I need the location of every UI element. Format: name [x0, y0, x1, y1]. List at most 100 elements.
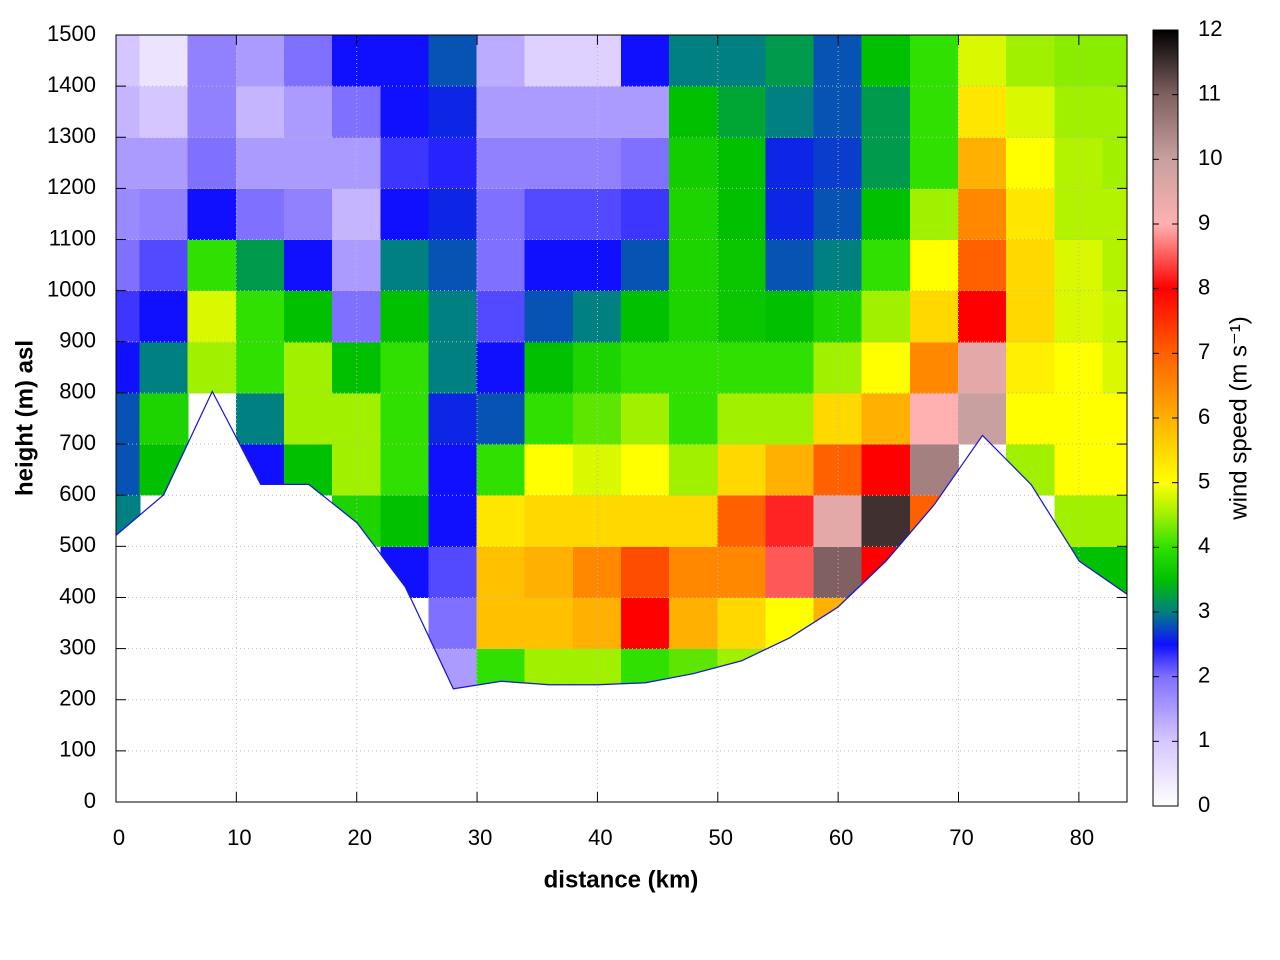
heat-cell: [524, 35, 574, 87]
heat-cell: [909, 341, 959, 394]
heat-cell: [717, 35, 767, 87]
heat-cell: [139, 392, 189, 445]
heat-cell: [187, 187, 237, 241]
heat-cell: [861, 136, 911, 189]
heat-cell: [621, 35, 671, 87]
heat-cell: [524, 290, 574, 343]
heat-cell: [669, 341, 719, 394]
heat-cell: [1102, 85, 1127, 138]
x-tick-label: 0: [113, 825, 125, 850]
heat-cell: [235, 85, 285, 138]
heat-cell: [1102, 392, 1127, 445]
heat-cell: [1006, 187, 1056, 241]
heat-cell: [380, 35, 430, 87]
heat-cell: [476, 85, 526, 138]
heat-cell: [235, 187, 285, 241]
heat-cell: [380, 85, 430, 138]
heat-cell: [284, 136, 334, 189]
heat-cell: [717, 443, 767, 496]
heat-cell: [861, 239, 911, 292]
y-tick-label: 1500: [47, 21, 96, 46]
heat-cell: [284, 239, 334, 292]
heat-cell: [235, 392, 285, 445]
heat-cell: [813, 290, 863, 343]
heat-cell: [476, 545, 526, 598]
heat-cell: [1006, 341, 1056, 394]
heat-cell: [765, 341, 815, 394]
heat-cell: [717, 341, 767, 394]
heat-cell: [116, 136, 141, 189]
heat-cell: [1054, 392, 1104, 445]
heat-cell: [139, 290, 189, 343]
y-tick-label: 1300: [47, 123, 96, 148]
colorbar-tick-label: 4: [1198, 533, 1210, 558]
heat-cell: [717, 239, 767, 292]
heat-cell: [187, 136, 237, 189]
heat-cell: [380, 239, 430, 292]
heat-cell: [621, 85, 671, 138]
heat-cell: [958, 239, 1008, 292]
heat-cell: [524, 494, 574, 547]
heat-cell: [524, 596, 574, 650]
heat-cell: [765, 392, 815, 445]
heat-cell: [813, 136, 863, 189]
heat-cell: [621, 648, 671, 690]
heat-cell: [332, 136, 382, 189]
heat-cell: [621, 545, 671, 598]
heat-cell: [717, 596, 767, 650]
heat-cell: [1102, 341, 1127, 394]
heat-cell: [524, 85, 574, 138]
heat-cell: [621, 290, 671, 343]
colorbar-tick-label: 8: [1198, 274, 1210, 299]
heat-cell: [476, 392, 526, 445]
heat-cell: [621, 596, 671, 650]
heat-cell: [116, 35, 141, 87]
heat-cell: [139, 443, 189, 496]
heat-cell: [958, 290, 1008, 343]
heat-cell: [669, 596, 719, 650]
heat-cell: [187, 85, 237, 138]
heat-cell: [717, 392, 767, 445]
heat-cell: [572, 136, 622, 189]
x-tick-label: 80: [1070, 825, 1094, 850]
y-tick-label: 1000: [47, 276, 96, 301]
heat-cell: [621, 136, 671, 189]
heat-cell: [524, 239, 574, 292]
heat-cell: [476, 341, 526, 394]
heat-cell: [476, 239, 526, 292]
heat-cell: [428, 494, 478, 547]
heat-cell: [861, 35, 911, 87]
heat-cell: [1006, 35, 1056, 87]
heat-cell: [524, 187, 574, 241]
heat-cell: [669, 545, 719, 598]
y-tick-label: 1200: [47, 174, 96, 199]
heat-cell: [116, 85, 141, 138]
heat-cell: [116, 239, 141, 292]
heat-cell: [669, 392, 719, 445]
heat-cell: [717, 136, 767, 189]
heat-cell: [524, 545, 574, 598]
heat-cell: [861, 545, 911, 598]
heat-cell: [428, 239, 478, 292]
heat-cell: [380, 187, 430, 241]
y-tick-label: 0: [84, 788, 96, 813]
heat-cell: [187, 290, 237, 343]
heat-cell: [861, 341, 911, 394]
heat-cell: [765, 35, 815, 87]
heat-cell: [909, 35, 959, 87]
heat-cell: [669, 187, 719, 241]
heat-cell: [1006, 290, 1056, 343]
heat-cell: [235, 341, 285, 394]
plot-frame: [115, 34, 1128, 803]
heat-cell: [621, 443, 671, 496]
heat-cell: [284, 392, 334, 445]
heat-cell: [765, 136, 815, 189]
heat-cell: [861, 494, 911, 547]
y-tick-label: 400: [59, 583, 96, 608]
x-tick-label: 30: [468, 825, 492, 850]
heat-cell: [909, 187, 959, 241]
heat-cell: [717, 648, 767, 690]
y-tick-label: 700: [59, 430, 96, 455]
heat-cell: [428, 187, 478, 241]
colorbar-tick-label: 11: [1198, 80, 1221, 105]
